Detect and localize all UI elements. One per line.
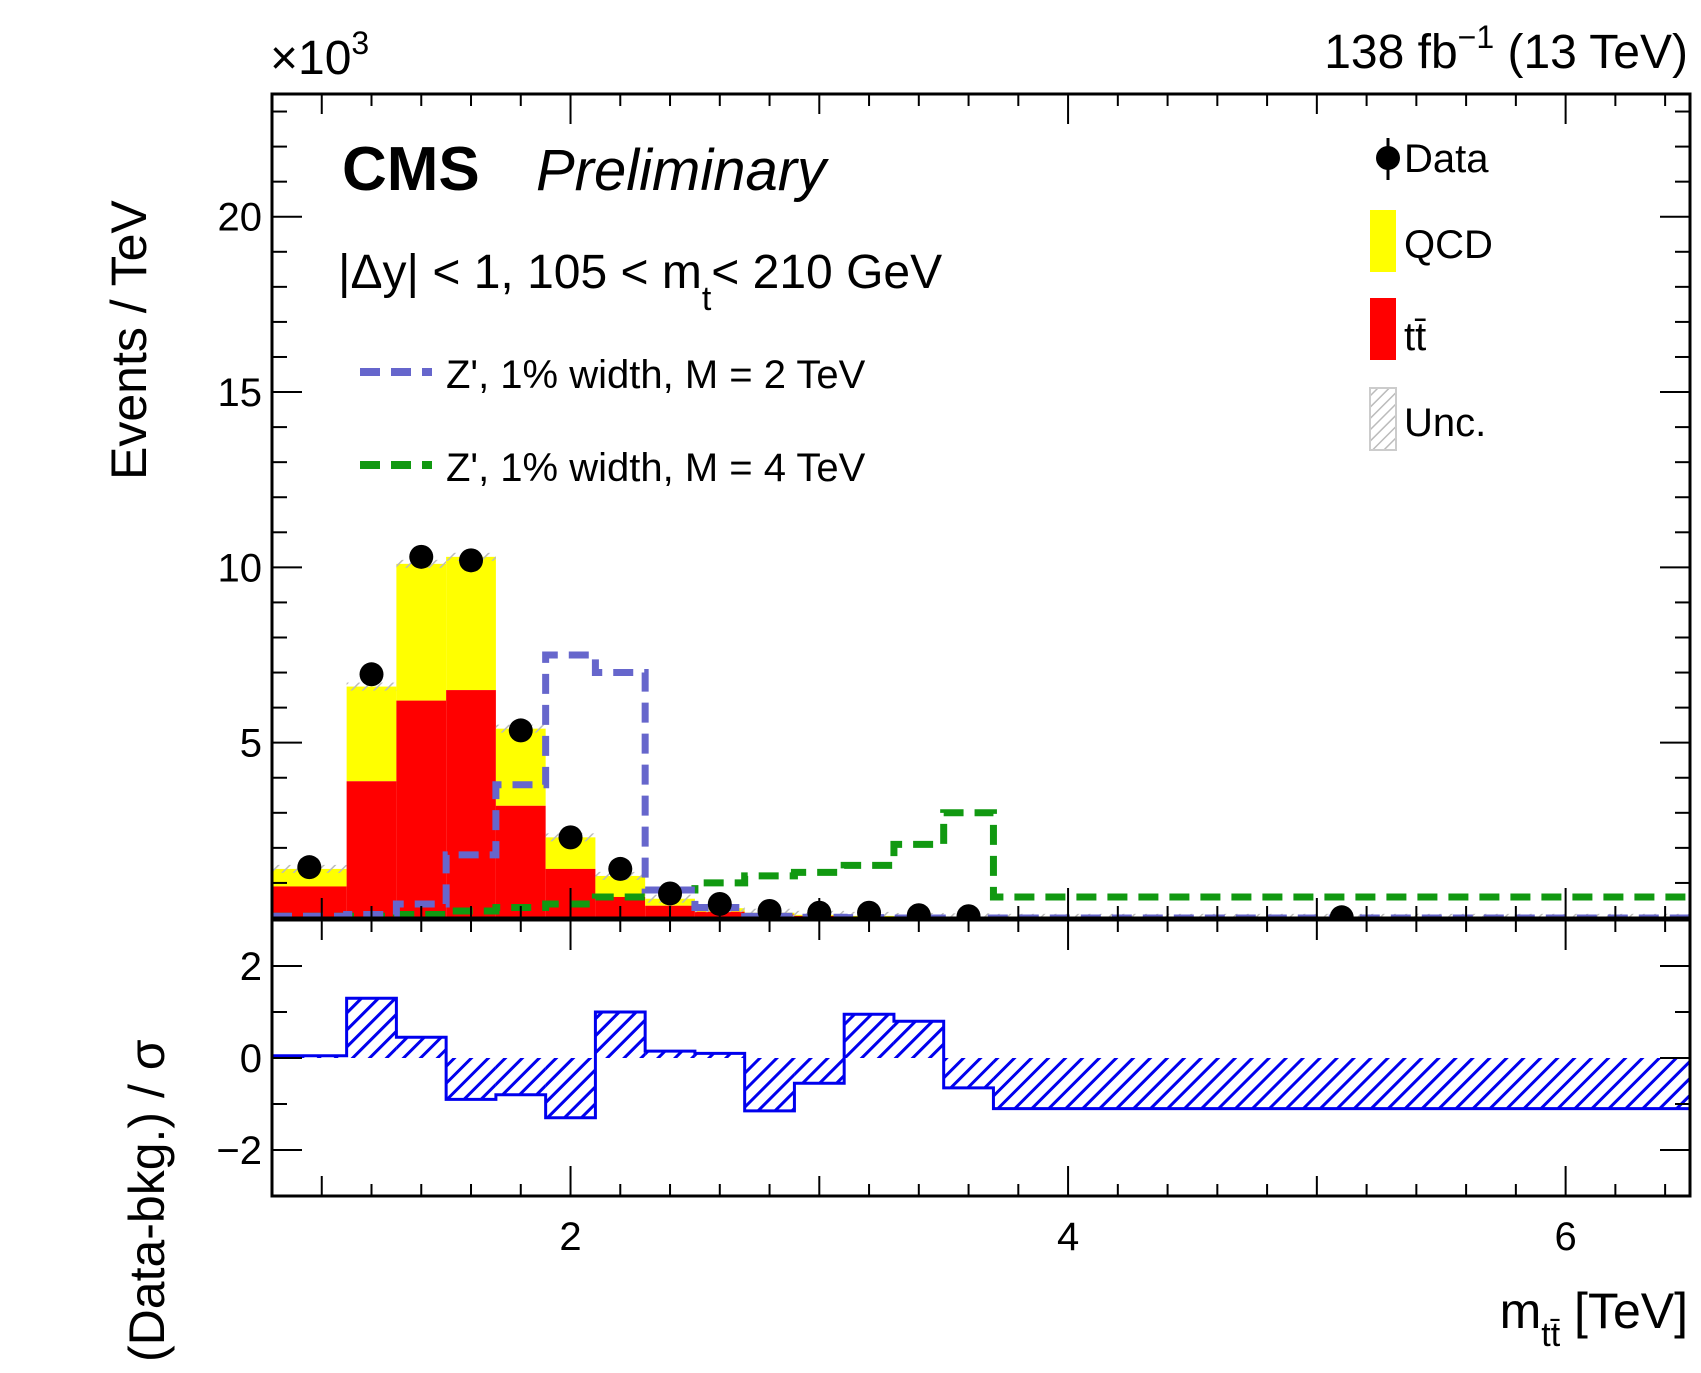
preliminary-label: Preliminary <box>536 138 829 203</box>
qcd-bar <box>595 875 646 897</box>
x-tick-label: 4 <box>1057 1215 1079 1259</box>
legend-zprime-2tev: Z', 1% width, M = 2 TeV <box>360 353 866 397</box>
lumi-label: 138 fb−1 (13 TeV) <box>1324 19 1688 79</box>
ttbar-bar <box>495 805 546 918</box>
legend-ttbar-label: tt̄ <box>1404 315 1426 359</box>
cms-label: CMS <box>342 135 480 204</box>
data-point <box>558 825 583 850</box>
data-point <box>1329 905 1354 918</box>
legend-ttbar: tt̄ <box>1370 298 1426 360</box>
y-axis-title-bottom: (Data-bkg.) / σ <box>119 1039 175 1362</box>
ratio-bar <box>446 1058 496 1100</box>
ratio-bar <box>495 1058 546 1095</box>
ttbar-bar <box>346 781 397 918</box>
ratio-bar <box>943 1058 994 1088</box>
data-point <box>297 855 322 880</box>
ratio-bar <box>993 1058 1690 1109</box>
data-point <box>658 881 683 906</box>
data-point <box>459 548 484 573</box>
data-point <box>608 856 633 881</box>
qcd-bar <box>346 686 397 782</box>
y-tick-label: 20 <box>218 196 263 240</box>
ttbar-bar <box>396 700 447 918</box>
legend-zprime-4tev: Z', 1% width, M = 4 TeV <box>360 446 866 490</box>
legend-qcd: QCD <box>1370 210 1493 272</box>
ttbar-bar <box>272 886 347 918</box>
zprime-4tev-line <box>272 809 1690 918</box>
ratio-bar <box>694 1053 745 1058</box>
main-panel: 5 10 15 20 CMS Preliminary |Δy| < 1, 105 < … <box>101 92 1692 920</box>
legend-zprime-2tev-label: Z', 1% width, M = 2 TeV <box>446 353 866 397</box>
ratio-bar <box>893 1021 944 1058</box>
data-point <box>707 891 732 916</box>
legend-data-marker <box>1376 146 1400 170</box>
ratio-bar <box>595 1012 646 1058</box>
x-tick-label: 2 <box>559 1215 581 1259</box>
legend-data: Data <box>1376 137 1489 181</box>
ratio-bar <box>645 1051 695 1058</box>
unc-band <box>346 682 397 691</box>
ratio-bar <box>396 1037 447 1058</box>
ttbar-bar <box>446 690 496 918</box>
x-tick-label: 6 <box>1554 1215 1576 1259</box>
qcd-bar <box>446 556 496 691</box>
main-frame <box>270 92 1692 920</box>
ratio-bar <box>744 1058 795 1111</box>
y-tick-label: 10 <box>218 546 263 590</box>
data-point <box>409 544 434 569</box>
multiplier-label: ×103 <box>270 25 369 85</box>
legend-unc: Unc. <box>1369 387 1486 451</box>
ratio-outline <box>272 996 1690 1120</box>
data-point <box>359 662 384 687</box>
ratio-y-tick-label: 2 <box>240 945 262 989</box>
data-point <box>508 718 533 743</box>
y-tick-label: 15 <box>218 371 263 415</box>
ratio-bar <box>346 998 397 1058</box>
ratio-y-tick-label: −2 <box>216 1129 262 1173</box>
legend-data-label: Data <box>1404 137 1489 181</box>
ratio-bar <box>545 1058 596 1118</box>
ratio-y-tick-label: 0 <box>240 1037 262 1081</box>
qcd-bar <box>396 563 447 701</box>
legend-unc-label: Unc. <box>1404 401 1486 445</box>
legend-zprime-4tev-label: Z', 1% width, M = 4 TeV <box>446 446 866 490</box>
y-axis-title-top: Events / TeV <box>101 200 157 480</box>
ratio-bar <box>844 1014 894 1058</box>
y-tick-label: 5 <box>240 722 262 766</box>
x-axis-title: mtt̄ [TeV] <box>1500 1283 1688 1354</box>
ratio-bar <box>794 1058 845 1084</box>
selection-label: |Δy| < 1, 105 < mt< 210 GeV <box>338 246 942 318</box>
legend-qcd-label: QCD <box>1404 223 1493 267</box>
ratio-panel: −2 0 2 (Data-bkg.) / σ <box>119 918 1692 1362</box>
